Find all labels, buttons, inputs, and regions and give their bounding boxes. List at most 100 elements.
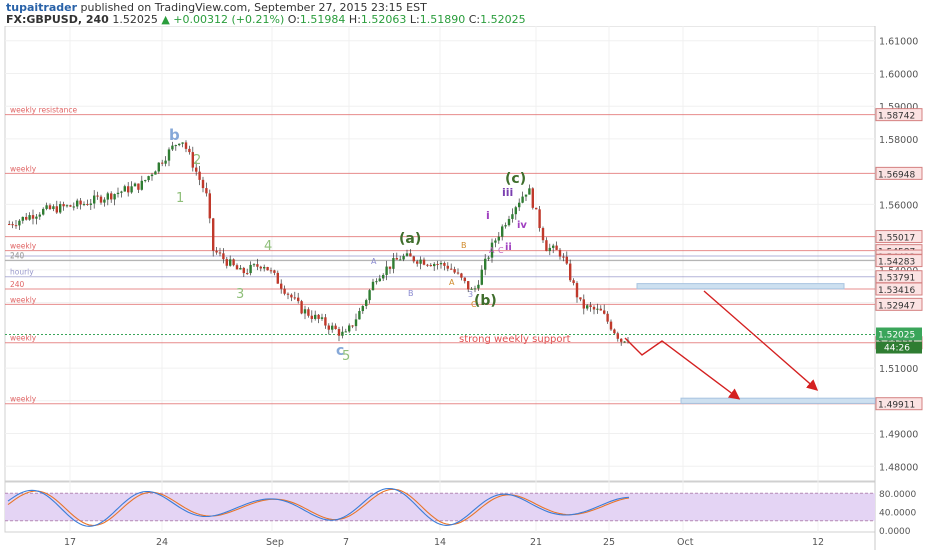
candle-body — [569, 263, 572, 281]
candle-body — [524, 194, 528, 197]
level-price-tag — [875, 166, 923, 180]
candle-body — [303, 309, 307, 314]
candle-body — [327, 325, 330, 330]
wave-b-label: b — [169, 126, 180, 144]
candle-body — [477, 284, 480, 289]
wave-iv-label: iv — [517, 220, 527, 231]
candle-body — [28, 215, 31, 220]
candle-body — [307, 309, 310, 316]
candle-body — [541, 228, 545, 241]
candle-body — [480, 269, 483, 285]
time-axis: 17 24 Sep 7 14 21 25 Oct 12 — [64, 537, 824, 548]
candle-body — [589, 305, 592, 307]
small-a2-label: A — [449, 278, 455, 287]
candle-body — [623, 341, 626, 343]
candle-body — [337, 329, 341, 336]
candle-body — [116, 192, 120, 195]
ohlc-line: FX:GBPUSD, 240 1.52025 ▲ +0.00312 (+0.21… — [6, 13, 526, 26]
price-tick: 1.48000 — [879, 462, 918, 473]
time-tick: 12 — [812, 537, 824, 548]
candle-body — [286, 293, 290, 295]
candle-body — [256, 264, 259, 267]
candle-body — [222, 253, 225, 260]
candle-body — [144, 180, 147, 182]
candle-body — [263, 266, 266, 269]
time-tick: Sep — [266, 537, 284, 548]
author-link[interactable]: tupaitrader — [6, 1, 78, 14]
candle-body — [283, 288, 286, 294]
level-label: hourly — [10, 268, 34, 277]
candle-body — [8, 224, 11, 226]
candle-body — [565, 256, 568, 264]
candle-body — [582, 299, 585, 309]
symbol-label[interactable]: FX:GBPUSD, 240 — [6, 13, 109, 26]
candle-body — [504, 225, 507, 227]
candle-body — [521, 196, 524, 203]
candle-body — [395, 258, 398, 260]
candle-body — [147, 176, 150, 181]
target-zone-lower[interactable] — [680, 397, 876, 404]
candle-body — [150, 174, 154, 177]
candle-body — [72, 206, 75, 208]
candle-body — [45, 205, 48, 209]
open-value: 1.51984 — [299, 13, 346, 26]
level-label: weekly — [10, 164, 37, 173]
candle-body — [473, 288, 477, 290]
candle-body — [341, 331, 344, 336]
projection-arrow-2[interactable] — [703, 290, 819, 391]
projection-arrow-1[interactable] — [624, 337, 741, 400]
candle-body — [42, 208, 45, 215]
candle-body — [511, 214, 514, 219]
target-zone-upper[interactable] — [636, 283, 845, 290]
candle-body — [249, 264, 252, 274]
time-tick: Oct — [677, 537, 694, 548]
candle-body — [178, 143, 181, 146]
level-price-text: 1.54283 — [878, 258, 915, 268]
sub-3-label: 3 — [468, 290, 473, 299]
candle-body — [596, 308, 599, 310]
level-price-tag — [875, 282, 923, 296]
candle-body — [293, 297, 296, 299]
sub-c-label: C — [471, 300, 477, 309]
price-change: +0.00312 (+0.21%) — [173, 13, 285, 26]
candle-body — [215, 250, 218, 253]
candle-body — [426, 264, 429, 266]
wave-a-paren-label: (a) — [399, 231, 421, 247]
candle-body — [181, 142, 184, 144]
small-b-label: B — [408, 289, 414, 298]
publish-line: tupaitrader published on TradingView.com… — [6, 1, 427, 14]
candle-body — [184, 142, 188, 149]
time-tick: 24 — [156, 537, 168, 548]
candle-body — [62, 204, 65, 207]
candle-body — [167, 149, 171, 161]
time-tick: 7 — [343, 537, 349, 548]
level-label: 240 — [10, 280, 25, 289]
stoch-tick: 0.0000 — [879, 527, 911, 537]
candle-body — [348, 325, 351, 332]
candle-body — [613, 329, 616, 334]
wave-c-label: c — [336, 343, 344, 359]
candle-body — [365, 300, 368, 307]
candle-body — [375, 281, 378, 283]
candle-body — [246, 273, 249, 275]
triangle-up-icon: ▲ — [161, 13, 170, 26]
stochastic-indicator: 80.0000 40.0000 0.0000 — [5, 487, 916, 537]
candle-body — [558, 249, 562, 257]
price-chart[interactable]: b 2 1 4 3 c 5 (a) (b) (c) A B A B 3 C A … — [0, 26, 932, 550]
candle-body — [599, 308, 602, 311]
candle-body — [300, 301, 303, 314]
level-price-text: 1.52947 — [878, 301, 915, 311]
candle-body — [89, 203, 92, 205]
level-label: weekly — [10, 295, 37, 304]
candle-body — [218, 252, 222, 254]
candle-body — [419, 259, 422, 264]
candle-body — [433, 263, 436, 267]
candles — [8, 140, 630, 346]
small-a3-label: A — [489, 246, 495, 255]
candle-body — [351, 325, 354, 327]
candle-body — [18, 220, 21, 226]
candle-body — [208, 193, 211, 219]
candle-body — [487, 257, 490, 259]
time-tick: 17 — [64, 537, 76, 548]
stoch-k-line — [7, 487, 630, 527]
